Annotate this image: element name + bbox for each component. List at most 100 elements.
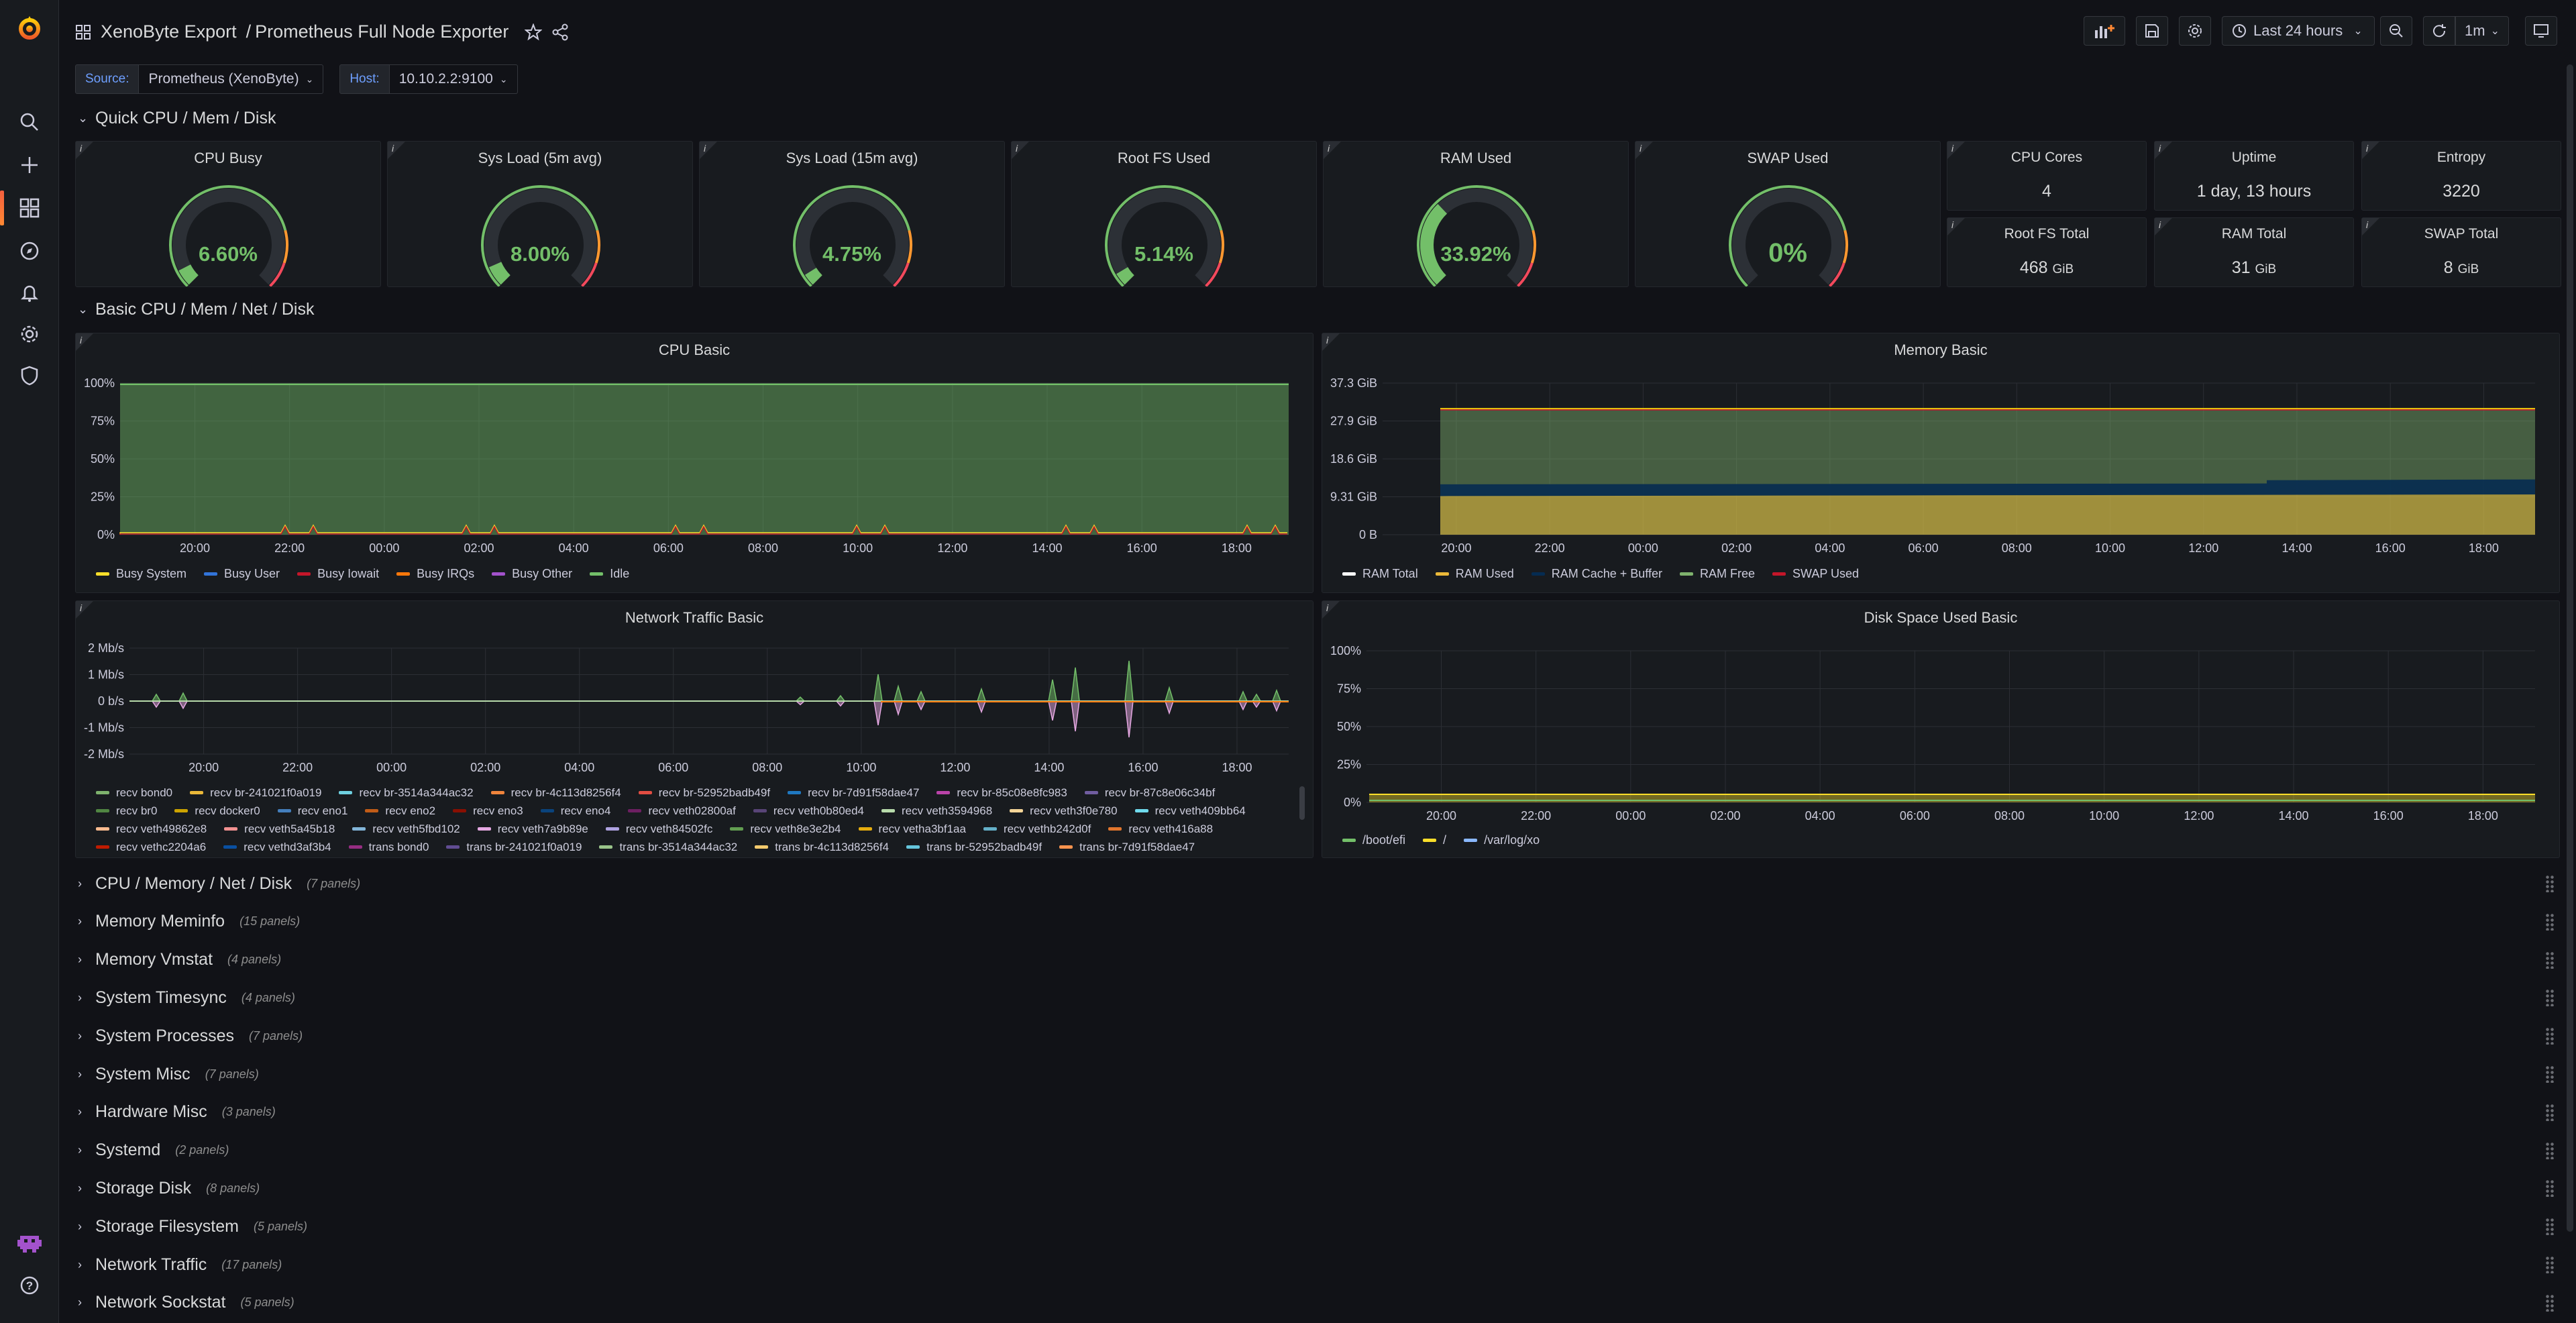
row-quick-cpu-mem-disk[interactable]: ⌄ Quick CPU / Mem / Disk bbox=[78, 109, 276, 128]
legend-item[interactable]: trans br-4c113d8256f4 bbox=[755, 839, 889, 855]
time-range-picker[interactable]: Last 24 hours ⌄ bbox=[2222, 16, 2375, 46]
folder-link[interactable]: XenoByte Export bbox=[101, 21, 237, 42]
collapsed-row[interactable]: › Memory Vmstat (4 panels) bbox=[75, 943, 2564, 977]
collapsed-row[interactable]: › System Timesync (4 panels) bbox=[75, 981, 2564, 1014]
legend-item[interactable]: trans br-52952badb49f bbox=[906, 839, 1042, 855]
legend-item[interactable]: recv eno1 bbox=[277, 803, 347, 818]
gauge-panel[interactable]: i SWAP Used 0% bbox=[1635, 141, 1941, 287]
network-basic-chart[interactable]: 2 Mb/s 1 Mb/s 0 b/s -1 Mb/s -2 Mb/s 20:00 22:0… bbox=[76, 628, 1314, 802]
legend-item[interactable]: recv veth02800af bbox=[628, 803, 736, 818]
gauge-panel[interactable]: i Sys Load (15m avg) 4.75% bbox=[699, 141, 1005, 287]
avatar[interactable] bbox=[16, 1229, 43, 1256]
memory-basic-chart[interactable]: 37.3 GiB 27.9 GiB 18.6 GiB 9.31 GiB 0 B 20:00… bbox=[1322, 360, 2561, 568]
gauge-panel[interactable]: i Sys Load (5m avg) 8.00% bbox=[387, 141, 693, 287]
legend-item[interactable]: recv veth3594968 bbox=[881, 803, 992, 818]
legend-item[interactable]: recv veth0b80ed4 bbox=[753, 803, 864, 818]
explore-compass-icon[interactable] bbox=[16, 237, 43, 264]
save-button[interactable] bbox=[2136, 16, 2168, 46]
drag-handle-icon[interactable] bbox=[2545, 1293, 2555, 1312]
drag-handle-icon[interactable] bbox=[2545, 1218, 2555, 1236]
collapsed-row[interactable]: › CPU / Memory / Net / Disk (7 panels) bbox=[75, 867, 2564, 900]
stat-panel[interactable]: i Entropy 3220 bbox=[2361, 141, 2561, 211]
dashboards-icon[interactable] bbox=[16, 195, 43, 221]
legend-item[interactable]: Busy System bbox=[96, 567, 186, 581]
grafana-logo-icon[interactable] bbox=[16, 15, 43, 42]
stat-panel[interactable]: i Uptime 1 day, 13 hours bbox=[2154, 141, 2354, 211]
legend-item[interactable]: recv veth5a45b18 bbox=[224, 821, 335, 837]
cpu-basic-chart[interactable]: 100% 75% 50% 25% 0% 20:00 22:00 00:00 02:00 04:00… bbox=[76, 360, 1314, 568]
drag-handle-icon[interactable] bbox=[2545, 912, 2555, 931]
drag-handle-icon[interactable] bbox=[2545, 1027, 2555, 1045]
source-select[interactable]: Prometheus (XenoByte) ⌄ bbox=[139, 64, 324, 94]
stat-panel[interactable]: i Root FS Total 468 GiB bbox=[1947, 217, 2147, 287]
drag-handle-icon[interactable] bbox=[2545, 875, 2555, 892]
drag-handle-icon[interactable] bbox=[2545, 1141, 2555, 1159]
collapsed-row[interactable]: › System Misc (7 panels) bbox=[75, 1057, 2564, 1091]
legend-item[interactable]: trans bond0 bbox=[348, 839, 429, 855]
panel-cpu-basic[interactable]: i CPU Basic 100% 75% 50% 25% 0% 20:00 22:00 00:… bbox=[75, 333, 1313, 593]
legend-item[interactable]: trans br-241021f0a019 bbox=[446, 839, 582, 855]
legend-item[interactable]: recv br-85c08e8fc983 bbox=[936, 785, 1067, 800]
legend-item[interactable]: /var/log/xo bbox=[1464, 833, 1540, 847]
page-title[interactable]: Prometheus Full Node Exporter bbox=[255, 21, 509, 42]
legend-item[interactable]: recv vethd3af3b4 bbox=[223, 839, 331, 855]
legend-item[interactable]: recv vetha3bf1aa bbox=[858, 821, 966, 837]
legend-item[interactable]: recv br0 bbox=[96, 803, 157, 818]
drag-handle-icon[interactable] bbox=[2545, 1256, 2555, 1273]
gauge-panel[interactable]: i CPU Busy 6.60% bbox=[75, 141, 381, 287]
search-icon[interactable] bbox=[16, 109, 43, 136]
collapsed-row[interactable]: › Network Traffic (17 panels) bbox=[75, 1248, 2564, 1281]
add-panel-button[interactable] bbox=[2084, 16, 2125, 46]
stat-panel[interactable]: i SWAP Total 8 GiB bbox=[2361, 217, 2561, 287]
panel-disk-space-used-basic[interactable]: i Disk Space Used Basic 100% 75% 50% 25% 0% 2… bbox=[1322, 600, 2560, 858]
stat-panel[interactable]: i RAM Total 31 GiB bbox=[2154, 217, 2354, 287]
legend-item[interactable]: recv br-3514a344ac32 bbox=[339, 785, 474, 800]
legend-item[interactable]: recv veth409bb64 bbox=[1134, 803, 1246, 818]
gear-icon[interactable] bbox=[16, 321, 43, 348]
legend-item[interactable]: RAM Cache + Buffer bbox=[1531, 567, 1662, 581]
legend-item[interactable]: recv veth7a9b89e bbox=[477, 821, 588, 837]
collapsed-row[interactable]: › Hardware Misc (3 panels) bbox=[75, 1096, 2564, 1129]
legend-item[interactable]: trans br-3514a344ac32 bbox=[599, 839, 737, 855]
legend-item[interactable]: Busy User bbox=[204, 567, 280, 581]
drag-handle-icon[interactable] bbox=[2545, 1103, 2555, 1121]
plus-icon[interactable] bbox=[16, 152, 43, 178]
collapsed-row[interactable]: › Memory Meminfo (15 panels) bbox=[75, 905, 2564, 939]
legend-item[interactable]: /boot/efi bbox=[1342, 833, 1405, 847]
refresh-button[interactable] bbox=[2423, 16, 2455, 46]
legend-item[interactable]: recv veth416a88 bbox=[1108, 821, 1213, 837]
legend-item[interactable]: trans br-7d91f58dae47 bbox=[1059, 839, 1195, 855]
legend-item[interactable]: Busy IRQs bbox=[396, 567, 474, 581]
settings-button[interactable] bbox=[2179, 16, 2211, 46]
legend-item[interactable]: recv br-7d91f58dae47 bbox=[788, 785, 919, 800]
gauge-panel[interactable]: i RAM Used 33.92% bbox=[1323, 141, 1629, 287]
collapsed-row[interactable]: › Storage Disk (8 panels) bbox=[75, 1171, 2564, 1205]
legend-item[interactable]: recv eno4 bbox=[540, 803, 610, 818]
legend-item[interactable]: RAM Total bbox=[1342, 567, 1418, 581]
row-basic-cpu-mem-net-disk[interactable]: ⌄ Basic CPU / Mem / Net / Disk bbox=[78, 300, 314, 319]
drag-handle-icon[interactable] bbox=[2545, 1179, 2555, 1198]
legend-item[interactable]: Busy Other bbox=[492, 567, 572, 581]
legend-item[interactable]: recv bond0 bbox=[96, 785, 172, 800]
legend-item[interactable]: recv veth49862e8 bbox=[96, 821, 207, 837]
stat-panel[interactable]: i CPU Cores 4 bbox=[1947, 141, 2147, 211]
host-select[interactable]: 10.10.2.2:9100 ⌄ bbox=[389, 64, 518, 94]
legend-item[interactable]: SWAP Used bbox=[1772, 567, 1859, 581]
legend-item[interactable]: RAM Free bbox=[1679, 567, 1755, 581]
legend-item[interactable]: recv br-4c113d8256f4 bbox=[490, 785, 621, 800]
legend-item[interactable]: recv eno3 bbox=[453, 803, 523, 818]
legend-item[interactable]: recv veth5fbd102 bbox=[352, 821, 460, 837]
collapsed-row[interactable]: › Systemd (2 panels) bbox=[75, 1134, 2564, 1167]
refresh-interval-picker[interactable]: 1m ⌄ bbox=[2455, 16, 2509, 46]
panel-network-traffic-basic[interactable]: i Network Traffic Basic 2 Mb/s 1 Mb/s 0 b/… bbox=[75, 600, 1313, 858]
legend-item[interactable]: recv br-241021f0a019 bbox=[190, 785, 321, 800]
drag-handle-icon[interactable] bbox=[2545, 951, 2555, 969]
legend-scrollbar[interactable] bbox=[1299, 786, 1305, 820]
legend-item[interactable]: recv br-87c8e06c34bf bbox=[1084, 785, 1215, 800]
drag-handle-icon[interactable] bbox=[2545, 1065, 2555, 1083]
collapsed-row[interactable]: › System Processes (7 panels) bbox=[75, 1019, 2564, 1053]
legend-item[interactable]: Idle bbox=[590, 567, 629, 581]
shield-icon[interactable] bbox=[16, 362, 43, 389]
legend-item[interactable]: recv br-52952badb49f bbox=[638, 785, 770, 800]
legend-item[interactable]: recv vethc2204a6 bbox=[96, 839, 206, 855]
